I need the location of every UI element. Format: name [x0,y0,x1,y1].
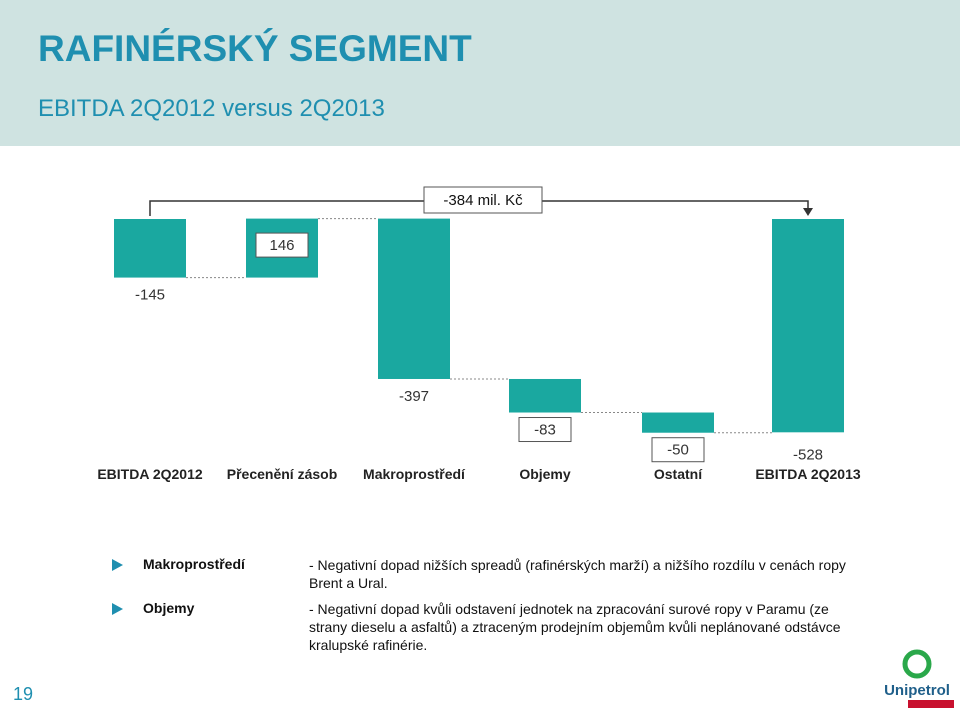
category-label: Přecenění zásob [227,466,338,482]
category-label: EBITDA 2Q2012 [97,466,203,482]
value-label: -528 [793,446,823,463]
annotation-label: -384 mil. Kč [443,192,523,209]
waterfall-chart: -145 146 -397 -83 -50 -528 EBITDA 2Q2012 Přecen… [97,186,861,482]
waterfall-bar [114,219,186,278]
category-label: EBITDA 2Q2013 [755,466,861,482]
header-band: RAFINÉRSKÝ SEGMENT EBITDA 2Q2012 versus … [0,0,960,146]
logo-group-badge [908,700,954,708]
value-label-box [651,437,705,463]
bullet-arrow-icon [112,603,123,615]
bullet-text: - Negativní dopad kvůli odstavení jednot… [309,601,841,653]
value-label: 146 [269,237,294,254]
waterfall-bar [509,378,581,413]
bullet-label: Makroprostředí [143,556,245,572]
value-label-box [518,417,572,443]
value-label: -83 [534,422,556,439]
value-label: -145 [135,287,165,304]
waterfall-bar [772,219,844,433]
page-subtitle: EBITDA 2Q2012 versus 2Q2013 [38,95,385,122]
logo-mark-icon [902,649,932,679]
value-label-box [255,232,309,258]
category-label: Makroprostředí [363,466,466,482]
bullet-text: - Negativní dopad nižších spreadů (rafin… [309,557,846,591]
category-label: Objemy [519,466,571,482]
value-label: -397 [399,388,429,405]
bullet-label: Objemy [143,600,195,616]
logo-text: Unipetrol [884,682,950,699]
page-title: RAFINÉRSKÝ SEGMENT [38,28,472,69]
bullet-arrow-icon [112,559,123,571]
page-number: 19 [13,684,34,704]
annotation-arrow-icon [803,208,813,216]
waterfall-bar [378,218,450,379]
value-label: -50 [667,442,689,459]
annotation-box [423,186,543,214]
category-label: Ostatní [654,466,703,482]
waterfall-bar [642,412,714,433]
unipetrol-logo: Unipetrol [878,648,956,710]
